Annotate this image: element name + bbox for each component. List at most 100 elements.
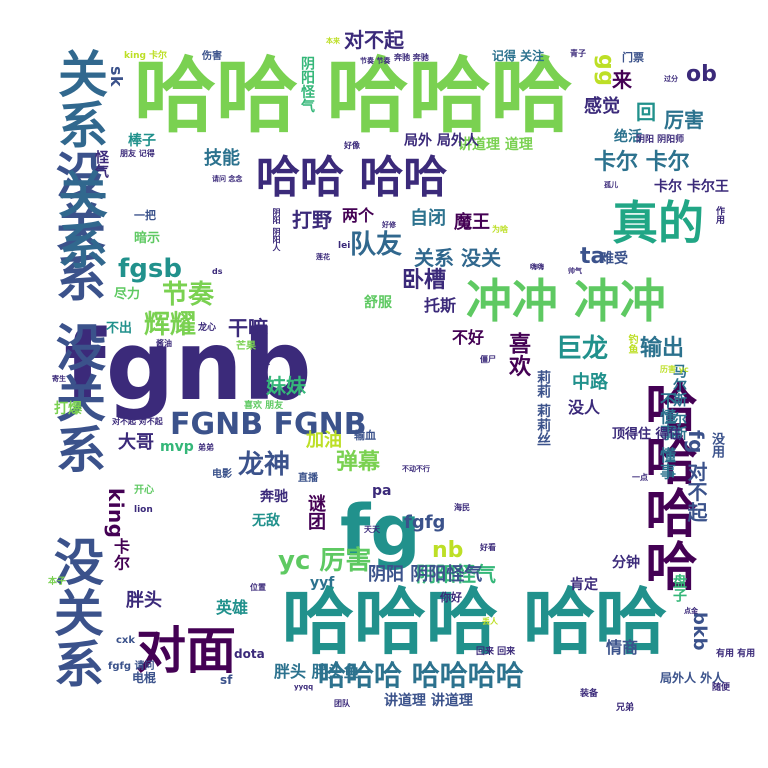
word: 卡尔 卡尔 bbox=[594, 150, 690, 175]
word: 一点 bbox=[632, 473, 648, 482]
word: lei bbox=[338, 241, 351, 251]
word: 好看 bbox=[480, 543, 496, 552]
word: 对不起 对不起 bbox=[112, 417, 163, 426]
word: 感觉 bbox=[584, 96, 620, 117]
word: fgfg 请问 bbox=[108, 661, 155, 672]
word: 你好 bbox=[440, 591, 462, 604]
word: nb bbox=[432, 538, 464, 563]
word: 伤害 bbox=[202, 51, 222, 62]
word: 顶得住 得住 bbox=[612, 427, 682, 442]
word: 电棍 bbox=[132, 671, 157, 685]
word: 暗示 bbox=[134, 231, 161, 246]
word: 僵尸 bbox=[480, 355, 496, 364]
word: 寄生 bbox=[52, 375, 66, 383]
word: 阴阳怪气 bbox=[416, 562, 496, 586]
word: 请问 念念 bbox=[212, 175, 243, 183]
word: 不懂事 懂事 bbox=[657, 392, 676, 480]
word: 局外 局外人 bbox=[404, 133, 479, 149]
word: 难受 bbox=[600, 251, 628, 267]
word: gg bbox=[593, 54, 618, 87]
word: 对面 bbox=[136, 622, 236, 680]
word: 干嘛 bbox=[228, 316, 268, 340]
word: 开心 bbox=[134, 485, 154, 496]
word: 海民 bbox=[454, 503, 470, 512]
word: yyqq bbox=[294, 683, 314, 691]
word: 关系 没关 bbox=[414, 246, 501, 270]
word: 作用 bbox=[714, 206, 724, 225]
word: 莲花 bbox=[316, 253, 330, 261]
word: 不动不行 bbox=[402, 465, 430, 473]
word: 自闭 bbox=[410, 208, 446, 229]
word: 没人 bbox=[568, 398, 601, 417]
word: 分钟 bbox=[612, 555, 640, 571]
word: 输血 bbox=[354, 429, 376, 442]
word: 电影 bbox=[212, 469, 232, 480]
word: fg bbox=[340, 490, 421, 572]
word: 哈哈哈哈 bbox=[636, 380, 696, 593]
word: 喜欢 朋友 bbox=[244, 401, 284, 411]
word: 好修 bbox=[382, 221, 396, 229]
word: pa bbox=[372, 483, 392, 499]
word: 弹幕 bbox=[336, 450, 381, 475]
word: 来 bbox=[612, 68, 632, 92]
word: 哈哈哈 哈哈 bbox=[282, 580, 668, 664]
word: 嗨嗨 bbox=[530, 263, 544, 271]
word: ds bbox=[212, 267, 223, 276]
word: yc 厉害 bbox=[278, 546, 372, 576]
word: 龙心 bbox=[198, 323, 217, 333]
word: 打爆 bbox=[54, 401, 82, 417]
word: fgsb bbox=[118, 254, 183, 284]
word: 随便 bbox=[712, 683, 731, 693]
word: 英雄 bbox=[216, 598, 249, 617]
word: 没关系 没关系 bbox=[48, 150, 106, 475]
word: 中路 bbox=[572, 372, 608, 393]
word: 辉耀 bbox=[144, 310, 197, 340]
word: 阴阳怪气 bbox=[299, 56, 315, 114]
word: 胖头 bbox=[126, 590, 162, 611]
word: 节奏 节奏 bbox=[360, 57, 391, 65]
word: 阴阳 阴阳人 bbox=[272, 208, 281, 252]
word: 对不起 bbox=[344, 28, 404, 52]
word: 位置 bbox=[250, 583, 266, 592]
word: 弟弟 bbox=[198, 443, 214, 452]
word: 点金 bbox=[684, 607, 698, 615]
word: dota bbox=[234, 647, 265, 661]
word: 情商 bbox=[606, 638, 639, 657]
word: 有用 有用 bbox=[716, 649, 756, 659]
word: 过分 bbox=[664, 75, 678, 83]
word: 一把 bbox=[134, 209, 156, 222]
word: fgnb bbox=[64, 310, 312, 422]
word: 无敌 bbox=[252, 513, 280, 529]
word: 奔驰 奔驰 bbox=[394, 53, 429, 62]
word: 打野 bbox=[292, 208, 332, 232]
word: 不好 bbox=[452, 328, 485, 347]
word: sf bbox=[220, 673, 233, 687]
word: ta bbox=[580, 244, 606, 269]
word: 朋友 记得 bbox=[120, 149, 155, 158]
word: sk bbox=[107, 66, 126, 87]
word: 门票 bbox=[622, 51, 644, 64]
word: 莉莉 莉莉丝 bbox=[535, 370, 551, 447]
word: 历害 yc bbox=[660, 365, 689, 374]
word: 回来 回来 bbox=[476, 647, 516, 657]
word: 巨龙 bbox=[556, 334, 609, 364]
word: 尽力 bbox=[114, 287, 141, 302]
word: bkb bbox=[689, 612, 710, 651]
word: 本来 bbox=[326, 37, 340, 45]
word: 帅气 bbox=[568, 267, 582, 275]
word: 青子 bbox=[570, 49, 586, 58]
word: 哈哈哈 哈哈哈哈 bbox=[318, 659, 524, 692]
word: yyf bbox=[310, 575, 335, 591]
word: 胖头 胖头鱼 bbox=[274, 662, 360, 681]
word: 卧槽 bbox=[402, 268, 447, 293]
word: 为啥 bbox=[492, 225, 508, 234]
word: 绝活 bbox=[614, 129, 642, 145]
word: 冲冲 冲冲 bbox=[466, 274, 667, 328]
word: 芒果 bbox=[236, 341, 256, 352]
word: 三个 bbox=[254, 361, 270, 370]
word: 局外人 外人 bbox=[660, 671, 725, 685]
word: 大哥 bbox=[118, 432, 154, 453]
word: FGNB FGNB bbox=[170, 407, 367, 442]
word: 孤儿 bbox=[604, 181, 618, 189]
word: 厉害 bbox=[664, 108, 704, 132]
